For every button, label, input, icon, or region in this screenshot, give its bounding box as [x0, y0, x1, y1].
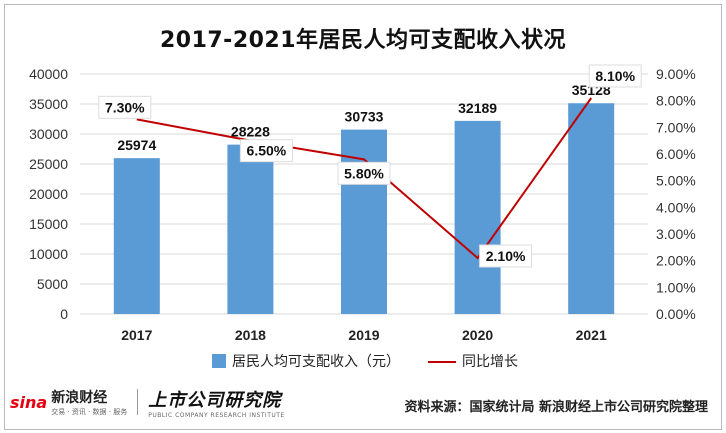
x-tick-label: 2017: [121, 327, 152, 343]
line-data-label: 2.10%: [486, 248, 526, 264]
y2-tick-label: 8.00%: [656, 93, 696, 109]
line-label-box: [239, 139, 293, 163]
bar: [227, 144, 274, 314]
line-label-box: [588, 64, 642, 88]
growth-line: [136, 97, 593, 260]
line-data-label: 6.50%: [247, 143, 287, 159]
y-tick-label: 35000: [29, 96, 68, 112]
lab-logo: 上市公司研究院 PUBLIC COMPANY RESEARCH INSTITUT…: [148, 386, 284, 419]
y2-tick-label: 2.00%: [656, 253, 696, 269]
line-label-box: [98, 95, 152, 119]
bar: [454, 120, 501, 314]
brand-area: sina 新浪财经 交易 · 资讯 · 数据 · 服务 上市公司研究院 PUBL…: [10, 386, 285, 419]
sina-subtitle: 交易 · 资讯 · 数据 · 服务: [51, 408, 128, 416]
y-tick-label: 30000: [29, 126, 68, 142]
x-tick-label: 2020: [462, 327, 493, 343]
brand-divider: [137, 389, 139, 415]
source-note: 资料来源：国家统计局 新浪财经上市公司研究院整理: [404, 400, 708, 415]
bar: [568, 103, 615, 315]
y-tick-label: 10000: [29, 246, 68, 262]
lab-name: 上市公司研究院: [148, 389, 282, 411]
line-data-label: 7.30%: [105, 99, 145, 115]
sina-logo: sina 新浪财经 交易 · 资讯 · 数据 · 服务: [10, 387, 127, 417]
sina-name: 新浪财经: [51, 390, 108, 406]
line-label-box: [479, 244, 533, 268]
y-tick-label: 0: [60, 306, 68, 322]
y-tick-label: 15000: [29, 216, 68, 232]
legend-label-bar: 居民人均可支配收入（元）: [232, 354, 400, 370]
y2-tick-label: 0.00%: [656, 306, 696, 322]
y2-tick-label: 9.00%: [656, 66, 696, 82]
bar-data-label: 28228: [231, 124, 270, 140]
sina-mark: sina: [10, 392, 48, 412]
bar-data-label: 32189: [458, 100, 497, 116]
line-label-box: [337, 161, 391, 185]
legend-swatch-bar: [212, 354, 226, 368]
bar-data-label: 30733: [345, 109, 384, 125]
y-tick-label: 40000: [29, 66, 68, 82]
y-tick-label: 25000: [29, 156, 68, 172]
y-tick-label: 20000: [29, 186, 68, 202]
lab-subtitle: PUBLIC COMPANY RESEARCH INSTITUTE: [148, 411, 285, 419]
x-tick-label: 2021: [576, 327, 607, 343]
line-data-label: 5.80%: [344, 165, 384, 181]
x-tick-label: 2018: [235, 327, 266, 343]
x-tick-label: 2019: [348, 327, 379, 343]
y2-tick-label: 6.00%: [656, 146, 696, 162]
chart-title: 2017-2021年居民人均可支配收入状况: [159, 28, 567, 53]
y2-tick-label: 3.00%: [656, 226, 696, 242]
bar-data-label: 25974: [117, 137, 156, 153]
legend-label-line: 同比增长: [462, 354, 518, 370]
line-data-label: 8.10%: [595, 68, 635, 84]
bar: [113, 158, 160, 314]
y-tick-label: 5000: [37, 276, 68, 292]
y2-tick-label: 7.00%: [656, 119, 696, 135]
y2-tick-label: 5.00%: [656, 173, 696, 189]
y2-tick-label: 1.00%: [656, 279, 696, 295]
y2-tick-label: 4.00%: [656, 199, 696, 215]
